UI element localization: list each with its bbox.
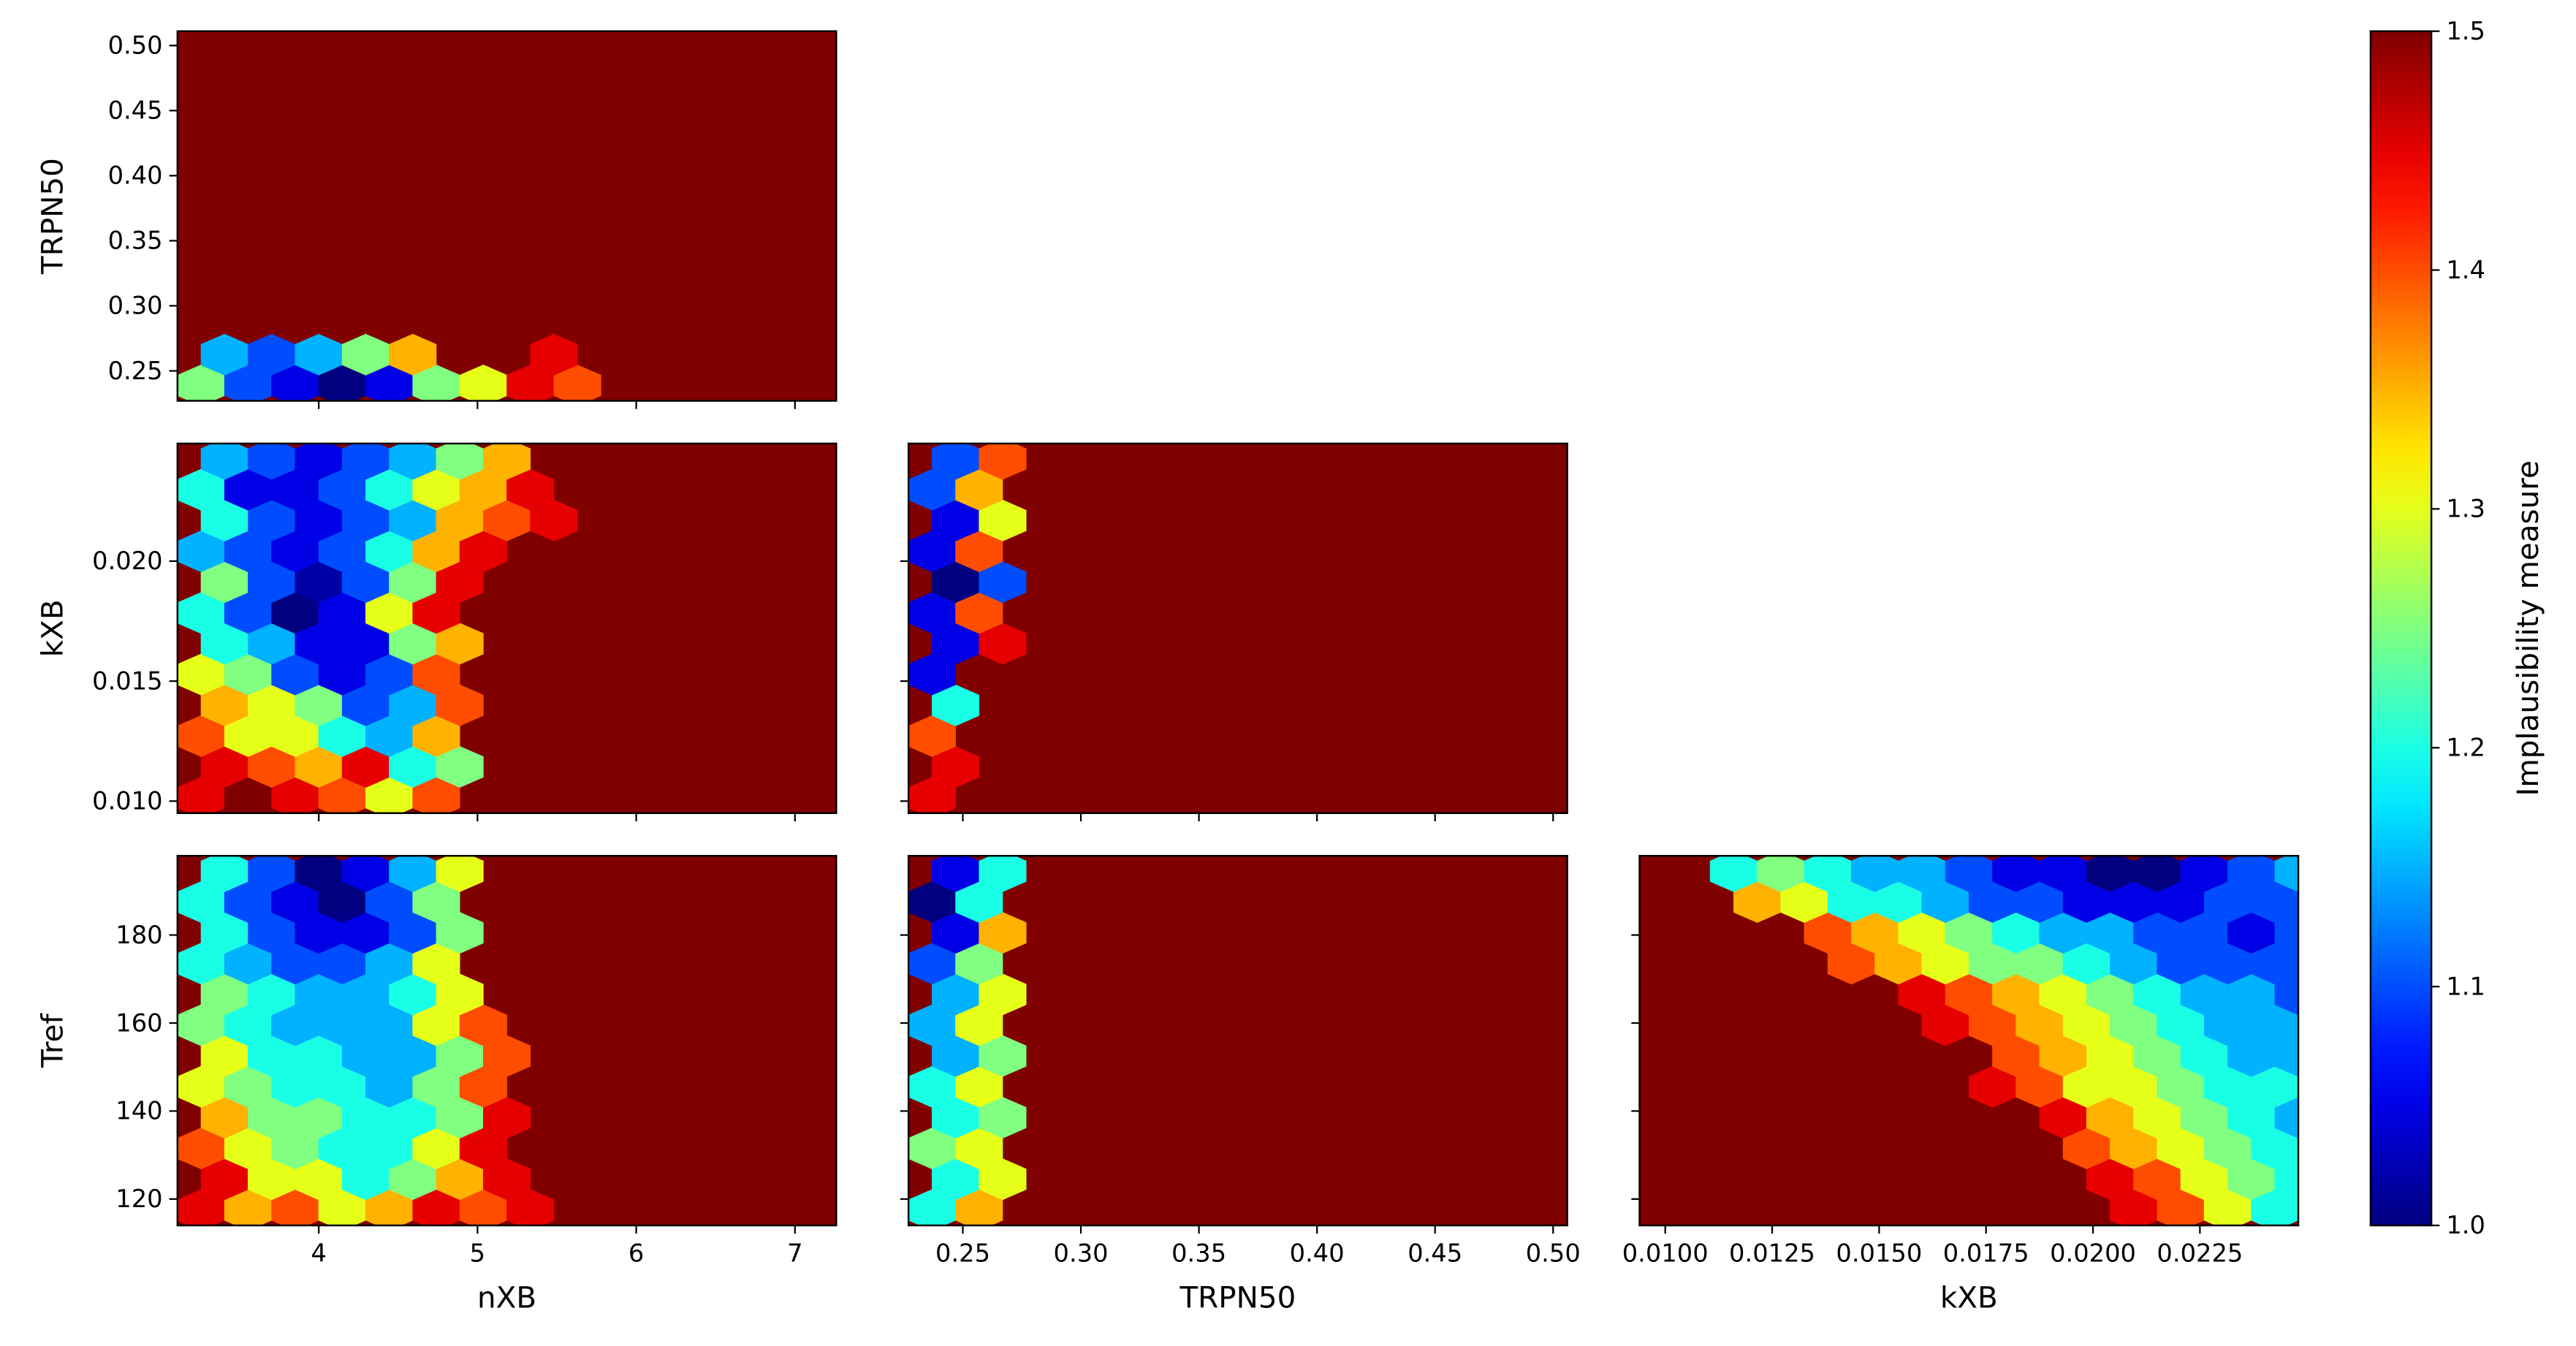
x-tick-label: 0.25 [935, 1239, 990, 1267]
y-axis-label: kXB [35, 599, 70, 657]
hex-cell [979, 443, 1027, 480]
panel: 0.010 0.015 0.020 kXB [35, 442, 837, 821]
colorbar-tick-label: 1.2 [2446, 734, 2485, 762]
x-tick-label: 4 [311, 1239, 326, 1267]
hexbin [908, 443, 1027, 813]
colorbar-tick-label: 1.0 [2446, 1211, 2485, 1239]
x-tick-label: 7 [787, 1239, 802, 1267]
hex-cell [389, 333, 437, 376]
colorbar-label: Implausibility measure [2510, 460, 2545, 796]
panel: 0.25 0.30 0.35 0.40 0.45 0.50 TRPN50 [35, 30, 837, 409]
panel-frame [176, 442, 837, 814]
hexbin [1709, 856, 2299, 1225]
panel: 4 5 6 7 120 140 160 180 nXB Tref [35, 854, 837, 1315]
y-tick-label: 140 [115, 1097, 162, 1125]
panel-frame [1638, 854, 2300, 1227]
colorbar-tick-label: 1.4 [2446, 256, 2485, 284]
hexbin [177, 443, 578, 813]
y-tick-label: 0.25 [108, 357, 163, 385]
x-tick-label: 0.40 [1290, 1239, 1345, 1267]
panel: 0.25 0.30 0.35 0.40 0.45 0.50 TRPN50 [900, 854, 1581, 1315]
x-tick-label: 0.45 [1407, 1239, 1462, 1267]
x-tick-label: 5 [470, 1239, 485, 1267]
panel-background [177, 31, 837, 401]
y-tick-label: 0.45 [108, 96, 163, 125]
panel-frame [176, 854, 837, 1227]
panel-frame [907, 854, 1568, 1227]
hex-cell [979, 856, 1027, 892]
colorbar: 1.0 1.1 1.2 1.3 1.4 1.5 Implausibility measure [2369, 17, 2545, 1239]
hexbin [908, 856, 1027, 1225]
x-axis-label: nXB [477, 1280, 536, 1315]
panel: 0.0100 0.0125 0.0150 0.0175 0.0200 0.0225 kXB [1622, 854, 2300, 1315]
hex-cell [483, 443, 531, 480]
panel-background [908, 443, 1568, 813]
hex-cell [436, 856, 484, 892]
y-tick-label: 160 [115, 1008, 162, 1037]
y-axis-label: TRPN50 [35, 158, 70, 275]
colorbar-tick-label: 1.1 [2446, 972, 2485, 1000]
x-axis-label: kXB [1940, 1280, 1998, 1315]
y-tick-label: 180 [115, 921, 162, 949]
colorbar-tick-label: 1.5 [2446, 17, 2485, 45]
y-tick-label: 0.020 [92, 547, 163, 575]
x-axis-label: TRPN50 [1179, 1280, 1296, 1315]
hex-cell [2274, 856, 2299, 892]
hex-cell [530, 333, 578, 376]
x-tick-label: 0.0225 [2157, 1239, 2243, 1267]
panel [900, 442, 1568, 821]
y-tick-label: 120 [115, 1185, 162, 1213]
y-tick-label: 0.50 [108, 31, 163, 60]
y-tick-label: 0.40 [108, 161, 163, 190]
hexbin [177, 333, 601, 401]
y-axis-label: Tref [35, 1013, 70, 1068]
y-tick-label: 0.010 [92, 787, 163, 815]
panel-frame [907, 442, 1568, 814]
panel-background [908, 856, 1568, 1225]
x-tick-label: 6 [628, 1239, 644, 1267]
y-tick-label: 0.35 [108, 227, 163, 255]
colorbar-gradient [2369, 30, 2433, 1227]
x-tick-label: 0.0150 [1836, 1239, 1922, 1267]
x-tick-label: 0.0100 [1622, 1239, 1709, 1267]
x-tick-label: 0.50 [1526, 1239, 1581, 1267]
x-tick-label: 0.35 [1171, 1239, 1226, 1267]
panel-frame [176, 30, 837, 402]
y-tick-label: 0.30 [108, 292, 163, 320]
y-tick-label: 0.015 [92, 666, 163, 695]
x-tick-label: 0.0200 [2050, 1239, 2136, 1267]
hexbin [177, 856, 555, 1225]
x-tick-label: 0.0175 [1943, 1239, 2029, 1267]
x-tick-label: 0.30 [1054, 1239, 1109, 1267]
x-tick-label: 0.0125 [1729, 1239, 1815, 1267]
colorbar-tick-label: 1.3 [2446, 495, 2485, 523]
